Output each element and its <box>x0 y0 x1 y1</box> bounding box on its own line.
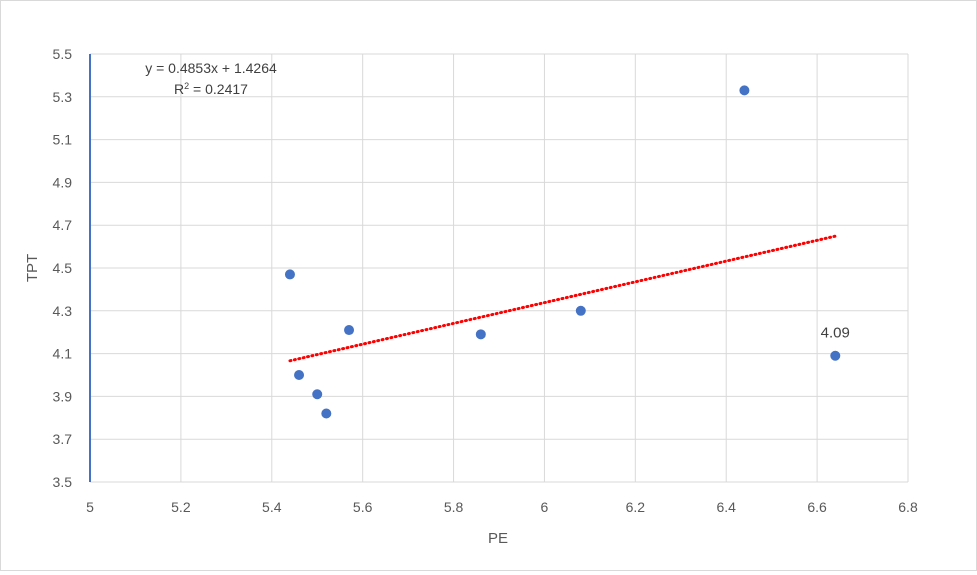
r-squared-label: R2 = 0.2417 <box>174 81 248 97</box>
x-tick-label: 6.8 <box>898 499 918 515</box>
x-tick-label: 5.6 <box>353 499 373 515</box>
x-tick-label: 5.8 <box>444 499 464 515</box>
y-axis-title: TPT <box>24 254 41 282</box>
data-labels: 4.09 <box>821 325 850 342</box>
y-tick-label: 4.7 <box>53 217 73 233</box>
r-squared-symbol: R <box>174 81 184 97</box>
y-tick-label: 5.1 <box>53 132 73 148</box>
x-tick-label: 6.6 <box>807 499 827 515</box>
trendline-equation: y = 0.4853x + 1.4264 <box>145 60 277 76</box>
x-tick-label: 6.2 <box>626 499 646 515</box>
x-tick-label: 5.2 <box>171 499 191 515</box>
y-tick-label: 4.9 <box>53 174 73 190</box>
data-points <box>284 85 841 419</box>
x-tick-label: 6.4 <box>716 499 736 515</box>
data-point <box>284 269 295 280</box>
data-point <box>321 408 332 419</box>
y-tick-label: 5.5 <box>53 46 73 62</box>
r-squared-value: = 0.2417 <box>189 81 248 97</box>
y-tick-label: 3.9 <box>53 388 73 404</box>
data-label: 4.09 <box>821 325 850 342</box>
data-point <box>312 389 323 400</box>
data-point <box>830 350 841 361</box>
data-point <box>575 305 586 316</box>
y-tick-label: 5.3 <box>53 89 73 105</box>
y-tick-label: 4.5 <box>53 260 73 276</box>
data-point <box>344 325 355 336</box>
y-tick-label: 4.3 <box>53 303 73 319</box>
x-axis-title: PE <box>488 530 508 547</box>
x-tick-label: 5 <box>86 499 94 515</box>
x-tick-label: 6 <box>541 499 549 515</box>
y-tick-label: 3.5 <box>53 474 73 490</box>
y-tick-label: 4.1 <box>53 346 73 362</box>
horizontal-gridlines <box>90 53 908 483</box>
trendline <box>288 234 837 363</box>
data-point <box>475 329 486 340</box>
data-point <box>739 85 750 96</box>
r-squared-power: 2 <box>184 81 189 91</box>
x-tick-label: 5.4 <box>262 499 282 515</box>
y-tick-labels: 3.5 3.7 3.9 4.1 4.3 4.5 4.7 4.9 5.1 5.3 5.5 <box>53 46 73 490</box>
x-tick-labels: 5 5.2 5.4 5.6 5.8 6 6.2 6.4 6.6 6.8 <box>86 499 918 515</box>
data-point <box>294 370 305 380</box>
y-tick-label: 3.7 <box>53 431 73 447</box>
vertical-gridlines <box>180 54 909 482</box>
